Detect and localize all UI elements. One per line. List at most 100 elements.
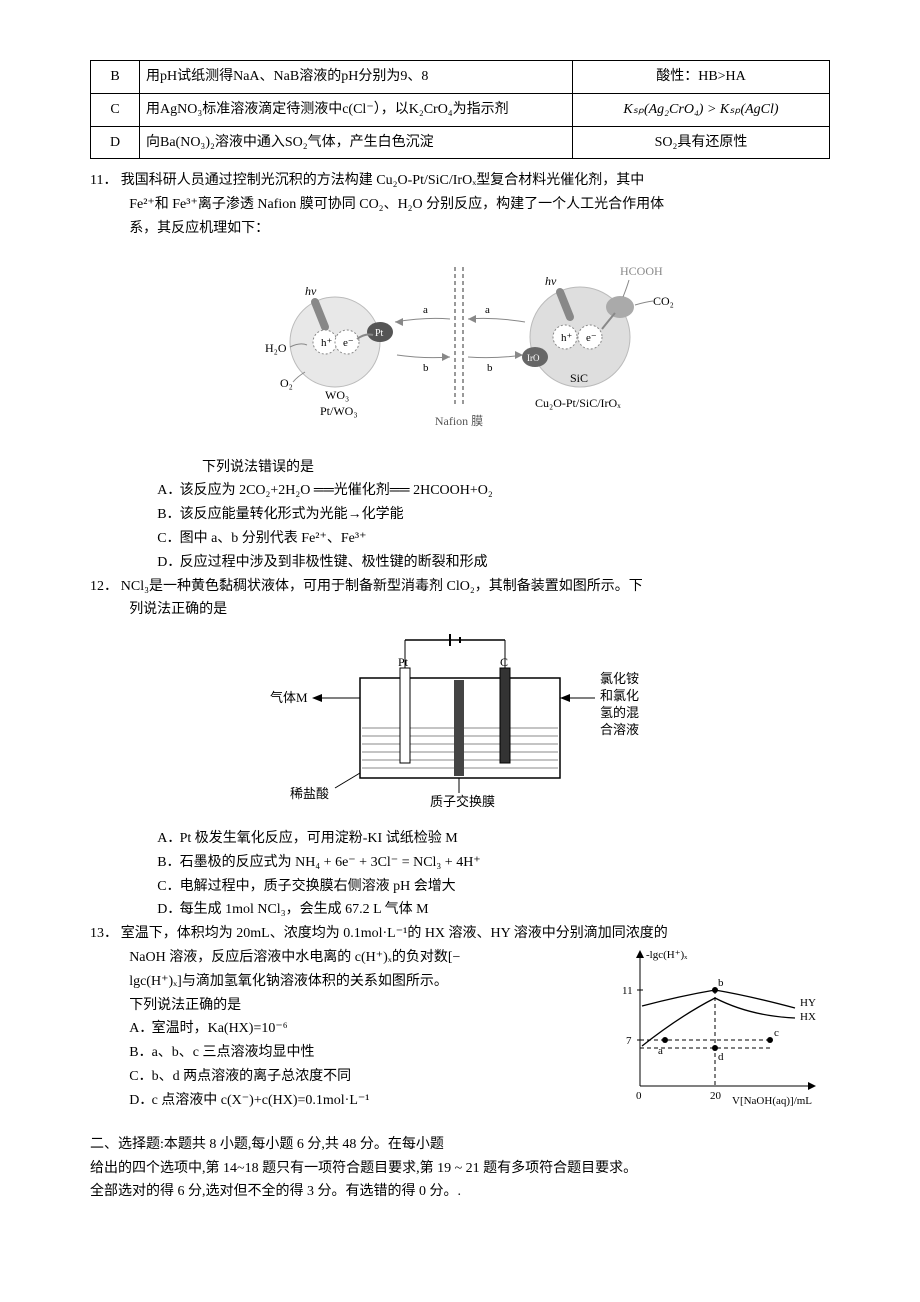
right-label: 氢的混 [600, 705, 639, 720]
right-label: 和氯化 [600, 688, 639, 703]
row-concl: Kₛₚ(Ag₂CrO₄) > Kₛₚ(AgCl) [573, 93, 830, 126]
option-label: B． [129, 1041, 151, 1065]
option-text: 每生成 1mol NCl₃，会生成 67.2 L 气体 M [180, 902, 429, 917]
right-label: 合溶液 [600, 722, 639, 737]
question-lead: 下列说法错误的是 [90, 456, 830, 480]
series-hy: HY [800, 997, 816, 1009]
row-concl: 酸性：HB>HA [573, 61, 830, 94]
question-stem: NCl₃是一种黄色黏稠状液体，可用于制备新型消毒剂 ClO₂，其制备装置如图所示… [121, 579, 643, 594]
option-label: B． [157, 503, 179, 527]
membrane-label: 质子交换膜 [430, 794, 495, 808]
pt-electrode-label: Pt [398, 655, 409, 669]
option-label: D． [157, 551, 179, 575]
table-row: D 向Ba(NO₃)₂溶液中通入SO₂气体，产生白色沉淀 SO₂具有还原性 [91, 126, 830, 159]
option-text: 该反应为 2CO₂+2H₂O ══光催化剂══ 2HCOOH+O₂ [180, 483, 493, 498]
hv-label: hv [305, 284, 317, 298]
option-label: A． [157, 827, 179, 851]
option-label: D． [129, 1089, 151, 1113]
hcooh-label: HCOOH [620, 264, 663, 278]
option-label: B． [157, 851, 179, 875]
y-axis-label: -lgc(H⁺)ₓ [646, 949, 688, 961]
question-stem: 室温下，体积均为 20mL、浓度均为 0.1mol·L⁻¹的 HX 溶液、HY … [121, 926, 668, 941]
option-label: D． [157, 898, 179, 922]
row-desc: 用AgNO₃标准溶液滴定待测液中c(Cl⁻），以K₂CrO₄为指示剂 [140, 93, 573, 126]
option-text: c 点溶液中 c(X⁻)+c(HX)=0.1mol·L⁻¹ [152, 1093, 370, 1108]
option-label: C． [157, 527, 179, 551]
cu2o-label: Cu₂O-Pt/SiC/IrOₓ [535, 396, 621, 410]
point-d: d [718, 1051, 724, 1063]
question-stem: 系，其反应机理如下： [90, 217, 830, 241]
o2-label: O₂ [280, 376, 293, 390]
ksp-formula: Kₛₚ(Ag₂CrO₄) > Kₛₚ(AgCl) [623, 102, 778, 117]
x-axis-label: V[NaOH(aq)]/mL [732, 1095, 812, 1107]
question-13: 13．室温下，体积均为 20mL、浓度均为 0.1mol·L⁻¹的 HX 溶液、… [90, 922, 830, 1125]
option-text: 室温时，Ka(HX)=10⁻⁶ [152, 1021, 288, 1036]
point-b: b [718, 977, 724, 989]
a-label: a [423, 304, 428, 316]
ptwo3-label: Pt/WO₃ [320, 404, 358, 418]
question-lead: 下列说法正确的是 [90, 994, 598, 1018]
b-label: b [487, 362, 493, 374]
question-stem: NaOH 溶液，反应后溶液中水电离的 c(H⁺)ₓ的负对数[− [90, 946, 598, 970]
xiyan-label: 稀盐酸 [290, 786, 329, 801]
option-text: 该反应能量转化形式为光能→化学能 [180, 507, 404, 522]
question-stem: lgc(H⁺)ₓ]与滴加氢氧化钠溶液体积的关系如图所示。 [90, 970, 598, 994]
q11-figure: Nafion 膜 hv h⁺ e⁻ Pt H₂O O₂ WO₃ Pt/WO₃ a [90, 247, 830, 446]
y-tick: 7 [626, 1035, 632, 1047]
section-text: 全部选对的得 6 分,选对但不全的得 3 分。有选错的得 0 分。. [90, 1180, 830, 1204]
row-desc: 向Ba(NO₃)₂溶液中通入SO₂气体，产生白色沉淀 [140, 126, 573, 159]
section-2-heading: 二、选择题:本题共 8 小题,每小题 6 分,共 48 分。在每小题 [90, 1133, 830, 1157]
c-electrode-label: C [500, 655, 508, 669]
q12-figure: Pt C 气体M 氯化铵 和氯化 氢的混 合溶液 稀盐酸 质子交换膜 [90, 628, 830, 817]
table-row: B 用pH试纸测得NaA、NaB溶液的pH分别为9、8 酸性：HB>HA [91, 61, 830, 94]
e-label: e⁻ [343, 337, 354, 349]
option-text: a、b、c 三点溶液均显中性 [152, 1045, 315, 1060]
x-tick: 0 [636, 1090, 642, 1102]
row-label: B [91, 61, 140, 94]
option-text: 反应过程中涉及到非极性键、极性键的断裂和形成 [180, 555, 488, 570]
sic-label: SiC [570, 371, 588, 385]
question-stem: 列说法正确的是 [90, 598, 830, 622]
question-stem: Fe²⁺和 Fe³⁺离子渗透 Nafion 膜可协同 CO₂、H₂O 分别反应，… [90, 193, 830, 217]
question-number: 12． [90, 575, 121, 599]
question-11: 11．我国科研人员通过控制光沉积的方法构建 Cu₂O-Pt/SiC/IrOₓ型复… [90, 169, 830, 574]
point-c: c [774, 1027, 779, 1039]
y-tick: 11 [622, 985, 633, 997]
a-label: a [485, 304, 490, 316]
row-label: C [91, 93, 140, 126]
question-stem: 我国科研人员通过控制光沉积的方法构建 Cu₂O-Pt/SiC/IrOₓ型复合材料… [121, 173, 644, 188]
point-a: a [658, 1045, 663, 1057]
table-row: C 用AgNO₃标准溶液滴定待测液中c(Cl⁻），以K₂CrO₄为指示剂 Kₛₚ… [91, 93, 830, 126]
option-text: 电解过程中，质子交换膜右侧溶液 pH 会增大 [180, 879, 456, 894]
pt-label: Pt [375, 328, 384, 339]
gas-m-label: 气体M [270, 690, 308, 705]
option-text: 图中 a、b 分别代表 Fe²⁺、Fe³⁺ [180, 531, 367, 546]
options-table: B 用pH试纸测得NaA、NaB溶液的pH分别为9、8 酸性：HB>HA C 用… [90, 60, 830, 159]
section-text: 二、选择题:本题共 8 小题,每小题 6 分,共 48 分。在每小题 [90, 1137, 444, 1152]
series-hx: HX [800, 1011, 816, 1023]
option-label: C． [129, 1065, 151, 1089]
hv-label: hv [545, 274, 557, 288]
question-12: 12．NCl₃是一种黄色黏稠状液体，可用于制备新型消毒剂 ClO₂，其制备装置如… [90, 575, 830, 923]
option-label: A． [157, 479, 179, 503]
question-number: 13． [90, 922, 121, 946]
h-label: h⁺ [561, 332, 573, 344]
h2o-label: H₂O [265, 341, 287, 355]
option-text: 石墨极的反应式为 NH₄ + 6e⁻ + 3Cl⁻ = NCl₃ + 4H⁺ [180, 855, 481, 870]
wo3-label: WO₃ [325, 388, 349, 402]
co2-label: CO₂ [653, 294, 674, 308]
option-text: Pt 极发生氧化反应，可用淀粉-KI 试纸检验 M [180, 831, 458, 846]
option-label: A． [129, 1017, 151, 1041]
right-label: 氯化铵 [600, 671, 639, 686]
section-text: 给出的四个选项中,第 14~18 题只有一项符合题目要求,第 19 ~ 21 题… [90, 1157, 830, 1181]
nafion-label: Nafion 膜 [435, 414, 483, 428]
e-label: e⁻ [586, 332, 597, 344]
b-label: b [423, 362, 429, 374]
x-tick: 20 [710, 1090, 722, 1102]
row-concl: SO₂具有还原性 [573, 126, 830, 159]
q13-chart: -lgc(H⁺)ₓ V[NaOH(aq)]/mL 7 11 0 20 [610, 946, 830, 1125]
iro-label: IrO [527, 353, 540, 363]
option-label: C． [157, 875, 179, 899]
question-number: 11． [90, 169, 121, 193]
row-desc: 用pH试纸测得NaA、NaB溶液的pH分别为9、8 [140, 61, 573, 94]
